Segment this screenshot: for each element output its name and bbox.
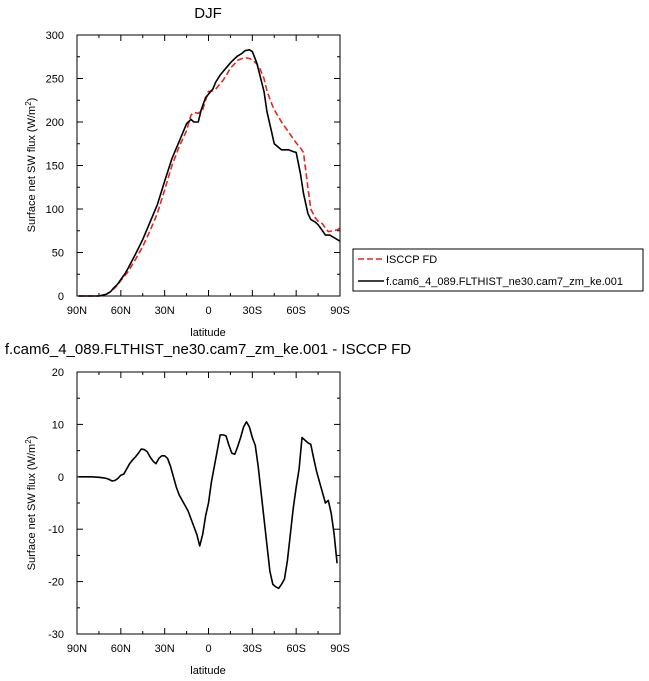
bottom-ytick-label: 10	[52, 419, 64, 431]
top-ytick-label: 100	[46, 204, 64, 216]
top-title: DJF	[194, 5, 222, 22]
bottom-xtick-label: 60N	[111, 643, 131, 655]
bottom-xlabel: latitude	[190, 665, 225, 677]
legend-box	[352, 248, 644, 292]
bottom-xtick-label: 60S	[286, 643, 306, 655]
bottom-ytick-label: -30	[48, 629, 64, 641]
top-xtick-label: 30S	[243, 305, 263, 317]
top-ytick-label: 200	[46, 117, 64, 129]
legend-label-isccp: ISCCP FD	[386, 254, 437, 266]
top-series-line-0	[78, 56, 341, 297]
bottom-xtick-label: 30N	[155, 643, 175, 655]
bottom-ytick-label: -20	[48, 577, 64, 589]
top-xtick-label: 30N	[155, 305, 175, 317]
top-xtick-label: 0	[205, 305, 211, 317]
bottom-xtick-label: 0	[205, 643, 211, 655]
legend-label-model: f.cam6_4_089.FLTHIST_ne30.cam7_zm_ke.001	[386, 276, 623, 288]
top-series-group	[78, 48, 341, 297]
top-ytick-label: 250	[46, 74, 64, 86]
top-xtick-label: 60N	[111, 305, 131, 317]
top-panel: DJF 90N 60N 30N 0 30S 60S 90S 0 50 100 150 200 250 30…	[24, 5, 644, 339]
top-xtick-label: 90N	[67, 305, 87, 317]
bottom-xtick-label: 90N	[67, 643, 87, 655]
bottom-ytick-label: 20	[52, 367, 64, 379]
legend: ISCCP FD f.cam6_4_089.FLTHIST_ne30.cam7_…	[352, 248, 644, 292]
top-xtick-label: 90S	[330, 305, 350, 317]
bottom-axis-ticks: 90N 60N 30N 0 30S 60S 90S -30 -20 -10 0 10 20	[48, 367, 350, 655]
bottom-ytick-label: -10	[48, 524, 64, 536]
top-xlabel: latitude	[190, 327, 225, 339]
top-ytick-label: 0	[58, 291, 64, 303]
top-plot-frame	[76, 34, 341, 297]
bottom-title: f.cam6_4_089.FLTHIST_ne30.cam7_zm_ke.001…	[5, 341, 411, 358]
top-xtick-label: 60S	[286, 305, 306, 317]
top-axis-ticks: 90N 60N 30N 0 30S 60S 90S 0 50 100 150 200 250 300	[46, 30, 350, 317]
top-series-line-1	[78, 48, 341, 297]
bottom-ytick-label: 0	[58, 472, 64, 484]
top-ytick-label: 50	[52, 248, 64, 260]
bottom-series-group	[78, 420, 338, 590]
bottom-series-line-0	[78, 420, 338, 590]
top-ytick-label: 300	[46, 30, 64, 42]
bottom-xtick-label: 90S	[330, 643, 350, 655]
bottom-panel: f.cam6_4_089.FLTHIST_ne30.cam7_zm_ke.001…	[5, 341, 411, 677]
top-ylabel: Surface net SW flux (W/m2)	[24, 98, 38, 233]
top-ytick-label: 150	[46, 161, 64, 173]
bottom-ylabel: Surface net SW flux (W/m2)	[24, 436, 38, 571]
bottom-xtick-label: 30S	[243, 643, 263, 655]
